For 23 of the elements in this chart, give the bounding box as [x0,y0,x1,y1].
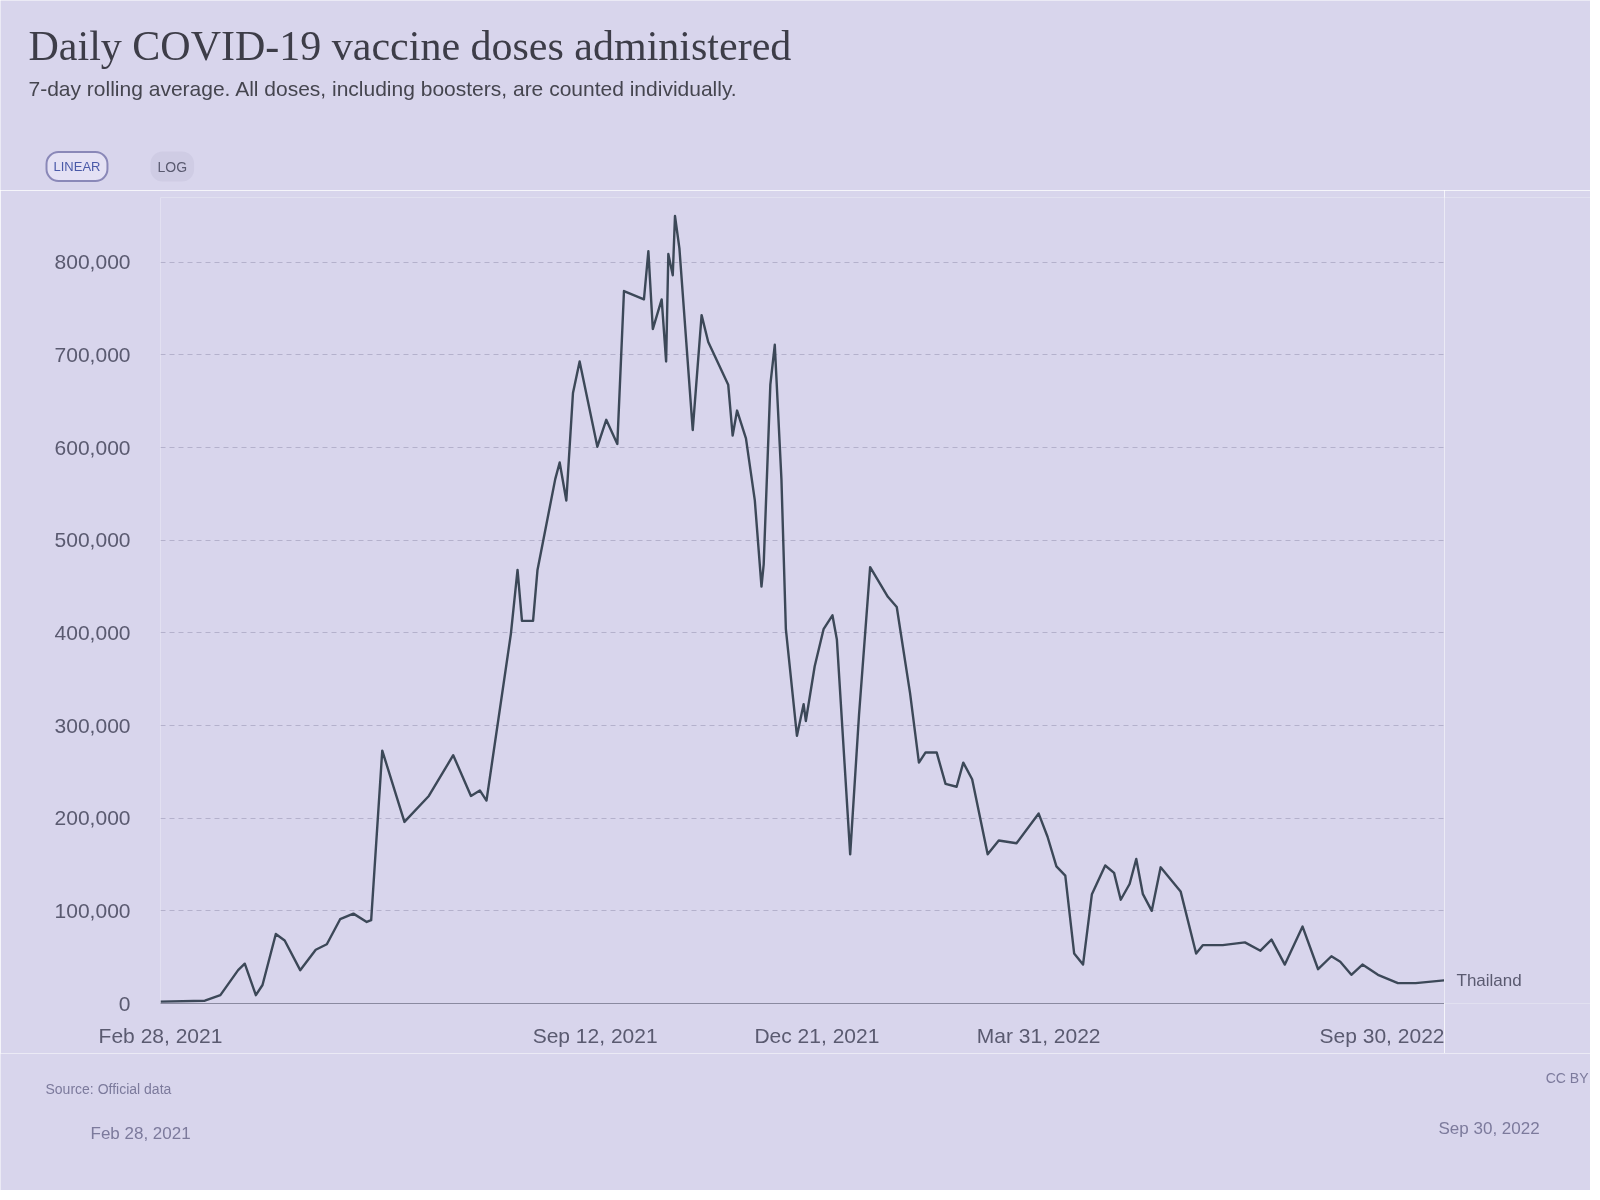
x-tick-label: Sep 12, 2021 [532,1023,658,1047]
text: CC BY [1545,1069,1590,1086]
text: LOG [157,158,188,175]
y-tick-label: 300,000 [54,713,131,737]
x-tick-label: Dec 21, 2021 [754,1023,880,1047]
y-tick-label: 0 [118,991,131,1015]
source-note: Source: Official data [45,1080,172,1097]
y-tick-label: 400,000 [54,620,131,644]
x-tick-label: Mar 31, 2022 [976,1023,1101,1047]
x-tick-label: Sep 30, 2022 [1319,1023,1445,1047]
y-tick-label: 200,000 [54,806,131,830]
y-tick-label: 600,000 [54,435,131,459]
y-tick-label: 500,000 [54,528,131,552]
text: LINEAR [53,159,101,174]
series-label: Thailand [1456,970,1522,990]
x-tick-label: Feb 28, 2021 [98,1023,223,1047]
chart-title: Daily COVID-19 vaccine doses administered [28,22,792,69]
chart-subtitle: 7-day rolling average. All doses, including boosters, are counted individually. [28,77,737,100]
y-tick-label: 100,000 [54,898,131,922]
text: Sep 30, 2022 [1438,1119,1540,1138]
y-tick-label: 700,000 [54,342,131,366]
y-tick-label: 800,000 [54,250,131,274]
text: Feb 28, 2021 [90,1124,191,1143]
